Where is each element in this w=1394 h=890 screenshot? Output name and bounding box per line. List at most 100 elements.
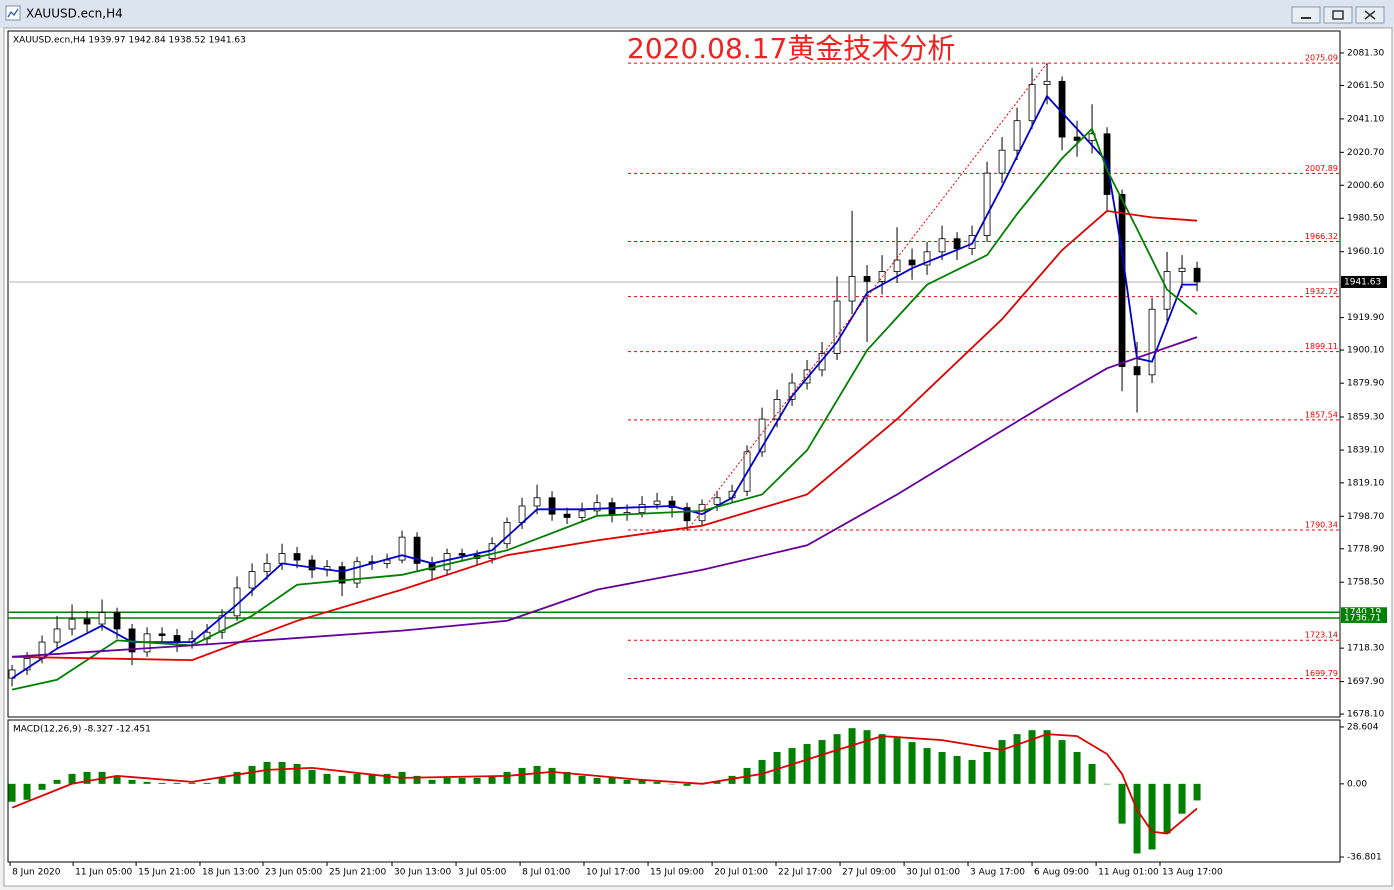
x-tick-label: 3 Aug 17:00	[970, 868, 1025, 878]
candle-body	[953, 238, 961, 249]
current-price-label: 1941.63	[1344, 277, 1381, 287]
macd-bar	[638, 779, 646, 784]
macd-bar	[938, 752, 946, 784]
moving-average	[11, 127, 1198, 691]
macd-bar	[623, 779, 631, 784]
macd-bar	[458, 777, 466, 784]
macd-bar	[683, 783, 691, 786]
candle-body	[818, 353, 826, 371]
macd-bar	[998, 740, 1006, 784]
macd-bar	[1028, 730, 1036, 784]
x-tick-label: 15 Jun 21:00	[138, 868, 195, 878]
macd-bar	[473, 777, 481, 784]
candle-body	[173, 635, 181, 643]
y-tick-label: 2081.30	[1347, 48, 1384, 58]
candle-body	[1073, 136, 1081, 141]
macd-bar	[893, 738, 901, 784]
macd-bar	[1133, 783, 1141, 854]
fib-label: 1699.79	[1305, 669, 1338, 678]
candle-body	[158, 633, 166, 636]
macd-bar	[218, 777, 226, 784]
candle-body	[68, 618, 76, 630]
macd-bar	[68, 773, 76, 784]
x-tick-label: 30 Jul 01:00	[906, 868, 960, 878]
macd-bar	[263, 761, 271, 784]
macd-bar	[203, 782, 211, 784]
x-tick-label: 23 Jun 05:00	[265, 868, 322, 878]
macd-bar	[983, 752, 991, 784]
candle-body	[848, 276, 856, 302]
candle-body	[443, 553, 451, 571]
current-price-box	[1341, 275, 1387, 288]
support-label: 1740.19	[1344, 608, 1381, 618]
moving-average	[12, 336, 1198, 658]
macd-bar	[908, 742, 916, 784]
y-tick-label: 1758.50	[1347, 578, 1384, 588]
macd-bar	[8, 783, 16, 802]
fib-label: 1790.34	[1305, 521, 1338, 530]
x-tick-label: 10 Jul 17:00	[586, 868, 640, 878]
candle-body	[758, 418, 766, 453]
candle-body	[1043, 80, 1051, 86]
macd-bar	[593, 777, 601, 784]
macd-bar	[713, 781, 721, 784]
candle-body	[983, 172, 991, 236]
macd-bar	[158, 782, 166, 784]
macd-bar	[443, 777, 451, 784]
x-tick-label: 11 Jun 05:00	[75, 868, 132, 878]
x-tick-label: 6 Aug 09:00	[1034, 868, 1089, 878]
y-tick-label: 1798.70	[1347, 512, 1384, 522]
fib-label: 1723.14	[1305, 631, 1338, 640]
macd-bar	[548, 767, 556, 784]
macd-bar	[233, 771, 241, 784]
macd-bar	[338, 775, 346, 784]
macd-bar	[113, 775, 121, 784]
macd-bar	[488, 775, 496, 784]
macd-bar	[23, 783, 31, 800]
macd-bar	[428, 779, 436, 784]
macd-bar	[1103, 783, 1111, 785]
macd-bar	[863, 730, 871, 784]
y-tick-label: 1879.90	[1347, 379, 1384, 389]
macd-signal	[11, 733, 1198, 835]
window-icon	[5, 5, 21, 21]
x-tick-label: 8 Jul 01:00	[522, 868, 571, 878]
candle-body	[1133, 366, 1141, 376]
fib-label: 1857.54	[1305, 410, 1338, 419]
x-tick-label: 18 Jun 13:00	[202, 868, 259, 878]
candle-body	[83, 618, 91, 625]
candle-body	[908, 259, 916, 266]
y-tick-label: 1778.90	[1347, 544, 1384, 554]
candle-body	[653, 500, 661, 505]
support-label: 1736.71	[1344, 613, 1381, 623]
macd-bar	[608, 777, 616, 784]
x-tick-label: 15 Jul 09:00	[650, 868, 704, 878]
macd-bar	[818, 740, 826, 784]
candle-body	[1118, 194, 1126, 368]
y-tick-label: 1919.90	[1347, 313, 1384, 323]
minimize-button[interactable]	[1291, 6, 1321, 24]
candle-body	[1013, 120, 1021, 151]
macd-bar	[788, 748, 796, 784]
symbol-info: XAUUSD.ecn,H4 1939.97 1942.84 1938.52 19…	[13, 36, 246, 46]
candle-body	[338, 566, 346, 584]
support-box	[1341, 612, 1387, 623]
fib-label: 1966.32	[1305, 232, 1338, 241]
macd-bar	[563, 771, 571, 784]
y-tick-label: 1678.10	[1347, 710, 1384, 720]
y-tick-label: 1980.50	[1347, 214, 1384, 224]
macd-bar	[308, 769, 316, 784]
macd-bar	[578, 775, 586, 784]
candle-body	[8, 669, 16, 679]
y-tick-label: 1839.10	[1347, 446, 1384, 456]
y-tick-label: 28.604	[1347, 722, 1379, 732]
candle-body	[278, 553, 286, 564]
macd-bar	[1043, 730, 1051, 784]
candle-body	[98, 612, 106, 625]
maximize-button[interactable]	[1323, 6, 1353, 24]
y-tick-label: 1900.10	[1347, 346, 1384, 356]
candle-body	[308, 559, 316, 571]
candle-body	[1028, 84, 1036, 122]
window-icon-glyph	[7, 8, 19, 18]
candle-body	[578, 510, 586, 518]
